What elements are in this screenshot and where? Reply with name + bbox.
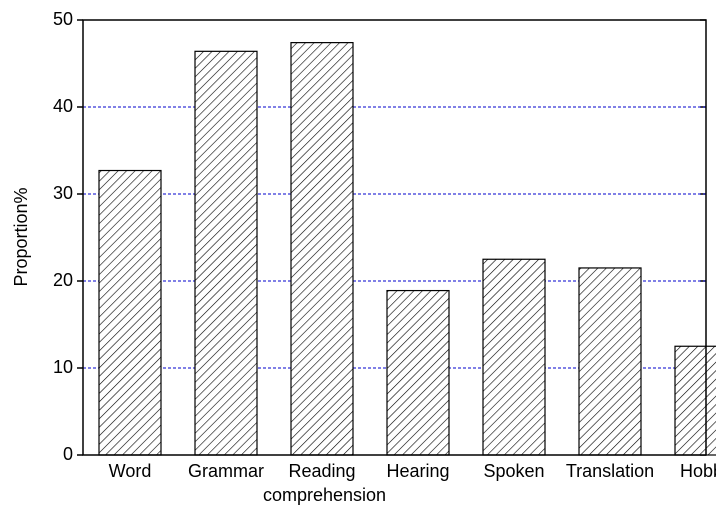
x-tick-label: Word [109,461,152,481]
bar [578,267,642,456]
bar [386,289,450,456]
y-tick-label: 30 [53,183,73,203]
bar [674,345,716,456]
x-tick-label: Translation [566,461,654,481]
y-tick-label: 10 [53,357,73,377]
y-tick-label: 0 [63,444,73,464]
bar [194,50,258,456]
x-tick-label: Hearing [386,461,449,481]
x-tick-label: Hobby [680,461,716,481]
x-tick-label: Spoken [483,461,544,481]
y-tick-label: 40 [53,96,73,116]
x-tick-label: Grammar [188,461,264,481]
y-axis-label: Proportion% [11,187,31,286]
bar [98,169,162,456]
bar [290,42,354,456]
bar [482,258,546,456]
y-tick-label: 20 [53,270,73,290]
x-tick-label: Reading comprehension [258,461,386,505]
y-tick-label: 50 [53,9,73,29]
plot-frame [82,19,707,456]
